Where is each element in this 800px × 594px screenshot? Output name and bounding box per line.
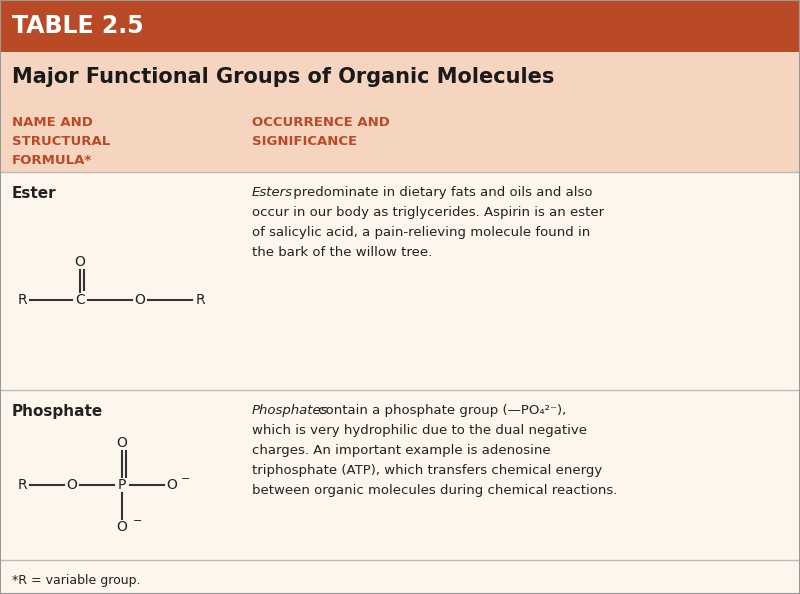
Text: C: C	[75, 293, 85, 307]
Text: O: O	[117, 436, 127, 450]
Text: R: R	[195, 293, 205, 307]
Text: R: R	[17, 478, 27, 492]
Text: STRUCTURAL: STRUCTURAL	[12, 135, 110, 148]
Text: SIGNIFICANCE: SIGNIFICANCE	[252, 135, 357, 148]
Text: between organic molecules during chemical reactions.: between organic molecules during chemica…	[252, 484, 618, 497]
Text: NAME AND: NAME AND	[12, 116, 93, 129]
Text: Phosphate: Phosphate	[12, 404, 103, 419]
Text: FORMULA*: FORMULA*	[12, 154, 92, 167]
Text: occur in our body as triglycerides. Aspirin is an ester: occur in our body as triglycerides. Aspi…	[252, 206, 604, 219]
Text: *R = variable group.: *R = variable group.	[12, 574, 141, 587]
Text: predominate in dietary fats and oils and also: predominate in dietary fats and oils and…	[290, 186, 593, 199]
Text: triphosphate (ATP), which transfers chemical energy: triphosphate (ATP), which transfers chem…	[252, 464, 602, 477]
Text: TABLE 2.5: TABLE 2.5	[12, 14, 144, 38]
Text: Ester: Ester	[12, 186, 57, 201]
Text: the bark of the willow tree.: the bark of the willow tree.	[252, 246, 432, 259]
Text: O: O	[74, 255, 86, 269]
Text: of salicylic acid, a pain-relieving molecule found in: of salicylic acid, a pain-relieving mole…	[252, 226, 590, 239]
Text: P: P	[118, 478, 126, 492]
Text: contain a phosphate group (—PO₄²⁻),: contain a phosphate group (—PO₄²⁻),	[314, 404, 566, 417]
Text: O: O	[166, 478, 178, 492]
Text: Phosphates: Phosphates	[252, 404, 329, 417]
Text: Major Functional Groups of Organic Molecules: Major Functional Groups of Organic Molec…	[12, 67, 554, 87]
Text: OCCURRENCE AND: OCCURRENCE AND	[252, 116, 390, 129]
Text: which is very hydrophilic due to the dual negative: which is very hydrophilic due to the dua…	[252, 424, 587, 437]
Text: O: O	[66, 478, 78, 492]
Text: −: −	[134, 516, 142, 526]
FancyBboxPatch shape	[0, 52, 800, 102]
Text: Esters: Esters	[252, 186, 293, 199]
Text: charges. An important example is adenosine: charges. An important example is adenosi…	[252, 444, 550, 457]
FancyBboxPatch shape	[0, 0, 800, 52]
FancyBboxPatch shape	[0, 102, 800, 172]
Text: −: −	[182, 474, 190, 484]
Text: R: R	[17, 293, 27, 307]
Text: O: O	[117, 520, 127, 534]
Text: O: O	[134, 293, 146, 307]
